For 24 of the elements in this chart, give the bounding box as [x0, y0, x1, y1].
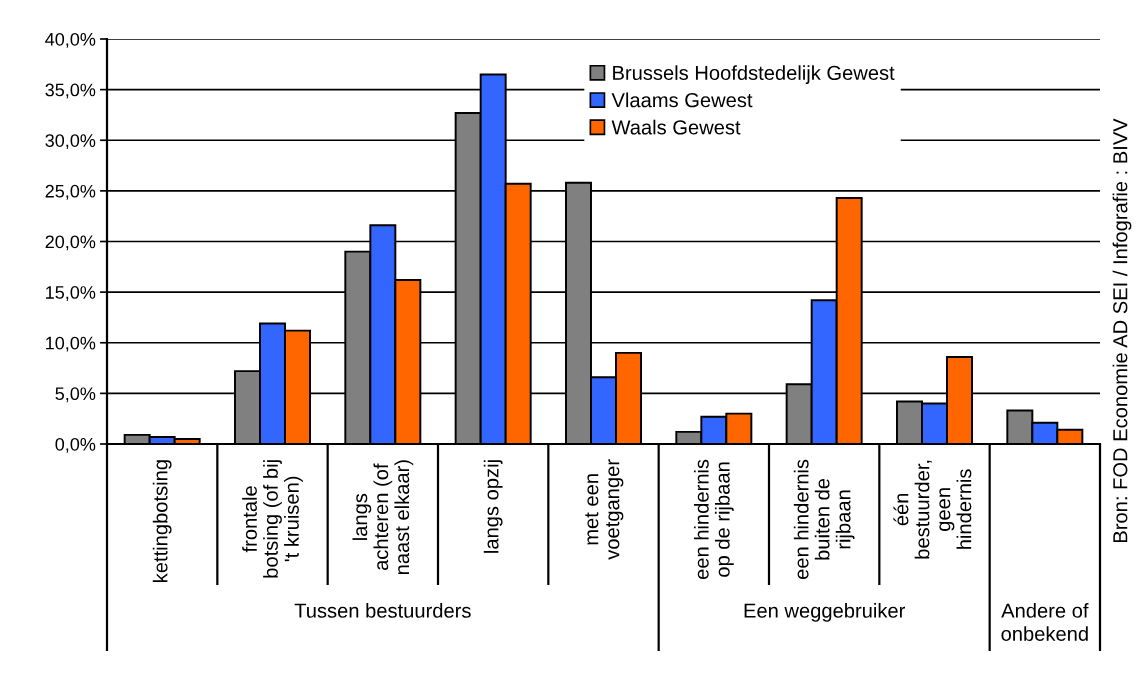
legend-label: Brussels Hoofdstedelijk Gewest [613, 65, 895, 85]
x-tick-label: een hindernis op de rijbaan [693, 459, 734, 580]
legend-label: Waals Gewest [611, 119, 741, 135]
y-tick-label: 0,0% [55, 437, 96, 453]
y-tick-label: 10,0% [46, 336, 96, 352]
text: Een weggebruiker [744, 603, 905, 622]
y-tick-label: 30,0% [45, 134, 96, 150]
y-tick-label: 5,0% [55, 387, 96, 403]
x-tick-label: frontale botsing (of bij 't kruisen) [242, 460, 303, 578]
x-tick-label: langs opzij [483, 460, 503, 553]
y-tick-label: 20,0% [45, 235, 96, 251]
x-tick-label: een hindernis buiten de rijbaan [793, 459, 855, 580]
legend-label: Vlaams Gewest [611, 92, 753, 108]
y-tick-label: 25,0% [45, 184, 96, 200]
y-tick-label: 35,0% [45, 83, 96, 99]
y-tick-label: 15,0% [46, 286, 96, 301]
x-tick-label: langs achteren (of naast elkaar) [352, 460, 414, 575]
text: Tussen bestuurders [294, 603, 471, 618]
text: Bron: FOD Economie AD SEI / Infografie : BIVV [1112, 118, 1132, 543]
text: Andere of onbekend [1001, 603, 1089, 641]
y-tick-label: 40,0% [45, 32, 96, 48]
x-tick-label: één bestuurder, geen hindernis [893, 460, 972, 559]
x-tick-label: met een voetganger [585, 459, 624, 560]
x-tick-label: kettingbotsing [152, 460, 172, 582]
